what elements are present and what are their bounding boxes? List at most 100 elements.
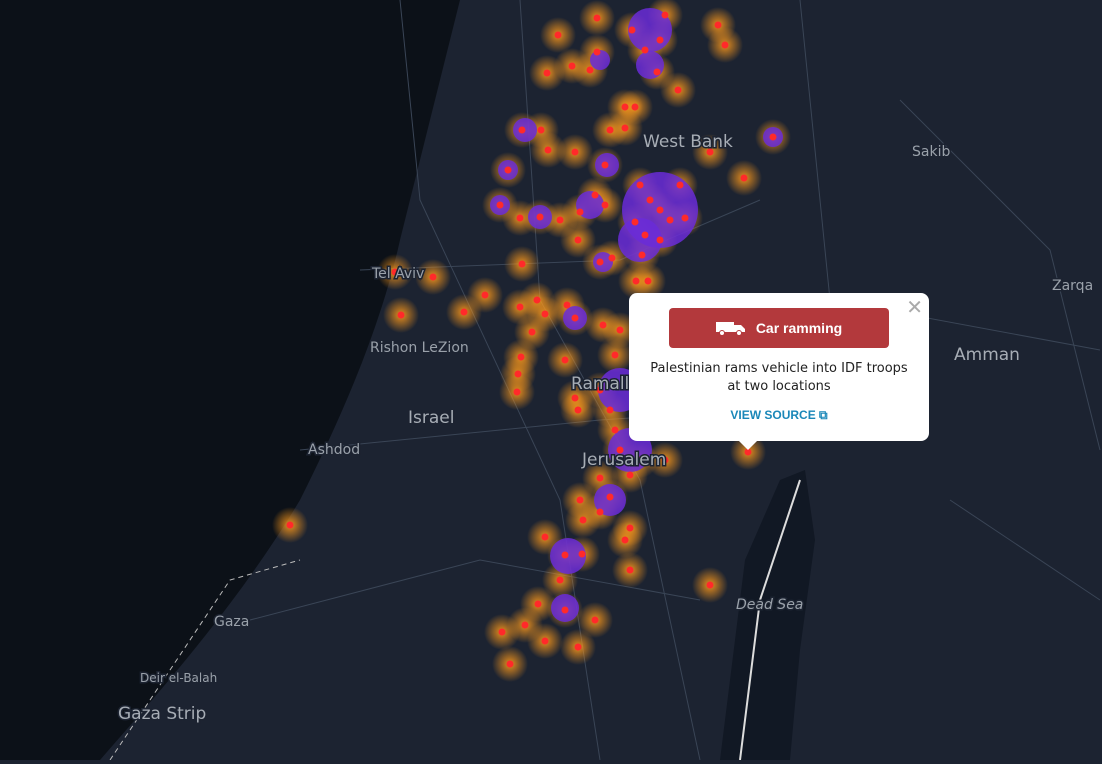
incident <box>611 351 619 359</box>
incident <box>541 637 549 645</box>
incident <box>661 11 669 19</box>
incident <box>574 406 582 414</box>
incident <box>626 471 634 479</box>
place-label: Tel Aviv <box>371 266 424 282</box>
incident <box>391 268 399 276</box>
incident <box>706 148 714 156</box>
incident <box>626 566 634 574</box>
incident <box>606 406 614 414</box>
incident <box>516 303 524 311</box>
incident <box>616 326 624 334</box>
incident <box>591 616 599 624</box>
incident <box>638 251 646 259</box>
incident <box>528 328 536 336</box>
incident <box>681 214 689 222</box>
place-label: Gaza Strip <box>118 704 206 724</box>
sea <box>0 0 460 760</box>
incident <box>606 126 614 134</box>
incident <box>714 21 722 29</box>
incident <box>656 36 664 44</box>
incident <box>556 216 564 224</box>
incident <box>596 474 604 482</box>
incident <box>636 456 644 464</box>
incident <box>593 14 601 22</box>
incident <box>744 448 752 456</box>
incident <box>513 388 521 396</box>
incident <box>641 46 649 54</box>
incident <box>586 66 594 74</box>
place-label: Sakib <box>912 144 950 160</box>
incident <box>561 606 569 614</box>
incident <box>516 214 524 222</box>
incident <box>596 386 604 394</box>
incident <box>641 231 649 239</box>
incident <box>596 258 604 266</box>
source-link[interactable]: VIEW SOURCE ⧉ <box>730 408 828 422</box>
place-label: Dead Sea <box>736 597 803 613</box>
incident <box>568 62 576 70</box>
place-label: West Bank <box>643 132 733 152</box>
truck-icon <box>715 322 745 336</box>
place-label: Rishon LeZion <box>370 340 469 356</box>
border <box>739 479 801 761</box>
place-label: Gaza <box>214 614 249 630</box>
place-label: Zarqa <box>1052 278 1093 294</box>
incident <box>504 166 512 174</box>
incident <box>563 301 571 309</box>
incident <box>541 310 549 318</box>
heatmap <box>272 0 791 682</box>
incident <box>666 216 674 224</box>
incident <box>514 370 522 378</box>
close-button[interactable]: ✕ <box>906 295 923 319</box>
place-label: Israel <box>408 408 454 428</box>
place-label: Ashdod <box>308 442 360 458</box>
incident <box>481 291 489 299</box>
incident <box>608 254 616 262</box>
description: Palestinian rams vehicle into IDF troops… <box>650 361 908 394</box>
incident <box>576 208 584 216</box>
incident <box>676 181 684 189</box>
incident <box>536 213 544 221</box>
incident <box>644 277 652 285</box>
incident <box>498 628 506 636</box>
incident <box>534 600 542 608</box>
incident <box>599 321 607 329</box>
incident <box>460 308 468 316</box>
incident <box>578 550 586 558</box>
place-label: Amman <box>954 345 1020 365</box>
incident <box>496 201 504 209</box>
incident <box>621 124 629 132</box>
incident <box>596 508 604 516</box>
incident <box>656 206 664 214</box>
incident <box>636 181 644 189</box>
link-text[interactable]: VIEW SOURCE <box>730 408 816 422</box>
incident <box>571 394 579 402</box>
cluster <box>618 218 662 262</box>
incident <box>621 536 629 544</box>
border <box>109 559 301 761</box>
incident <box>518 126 526 134</box>
incident <box>769 133 777 141</box>
incident <box>506 660 514 668</box>
incident <box>656 236 664 244</box>
incident <box>661 456 669 464</box>
category-badge: Car ramming <box>669 308 889 348</box>
incident <box>554 31 562 39</box>
incident <box>574 643 582 651</box>
place-label: Deir el-Balah <box>140 671 217 685</box>
cluster <box>590 50 610 70</box>
incident <box>631 103 639 111</box>
incident <box>579 516 587 524</box>
incident <box>541 533 549 541</box>
incident <box>621 103 629 111</box>
incident <box>632 277 640 285</box>
incident <box>561 356 569 364</box>
incident <box>517 353 525 361</box>
dead-sea <box>720 470 815 760</box>
incident <box>518 260 526 268</box>
incident <box>593 48 601 56</box>
incident <box>544 146 552 154</box>
cluster <box>636 51 664 79</box>
